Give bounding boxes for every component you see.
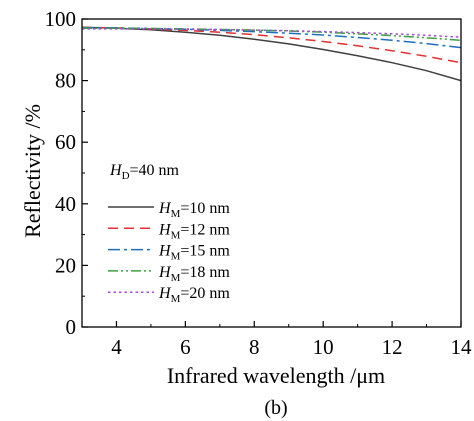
y-tick-label: 100 xyxy=(45,7,77,31)
x-tick-label: 6 xyxy=(180,335,191,359)
legend-label-4: HM=18 nm xyxy=(158,264,230,284)
y-tick-label: 80 xyxy=(55,69,76,93)
y-axis-title: Reflectivity /% xyxy=(20,104,45,238)
x-axis-title: Infrared wavelength /μm xyxy=(167,363,385,388)
y-tick-label: 20 xyxy=(55,253,76,277)
x-tick-label: 12 xyxy=(382,335,403,359)
y-tick-label: 0 xyxy=(66,315,77,339)
legend-annotation: HD=40 nm xyxy=(109,162,180,182)
x-tick-label: 14 xyxy=(451,335,473,359)
y-tick-label: 40 xyxy=(55,192,76,216)
series-line-3 xyxy=(81,26,462,49)
annotation-rest: =40 nm xyxy=(130,162,180,179)
series-line-4 xyxy=(82,27,462,42)
legend-label-1: HM=10 nm xyxy=(158,200,230,220)
legend-label-3: HM=15 nm xyxy=(158,243,230,263)
ticks xyxy=(81,18,462,328)
annotation-subscript: D xyxy=(122,170,130,182)
plot-lines xyxy=(81,26,462,82)
legend-label-5: HM=20 nm xyxy=(158,285,230,305)
y-tick-label: 60 xyxy=(55,130,76,154)
tick-labels: 4 6 8 10 12 14 0 20 40 60 80 100 xyxy=(45,7,473,359)
x-tick-label: 8 xyxy=(249,335,260,359)
series-line-1 xyxy=(81,26,462,82)
panel-label: (b) xyxy=(264,397,287,419)
annotation-symbol: H xyxy=(109,162,123,179)
x-tick-label: 4 xyxy=(111,335,122,359)
x-tick-label: 10 xyxy=(313,335,334,359)
legend-label-2: HM=12 nm xyxy=(158,221,230,241)
series-line-5 xyxy=(82,28,462,38)
